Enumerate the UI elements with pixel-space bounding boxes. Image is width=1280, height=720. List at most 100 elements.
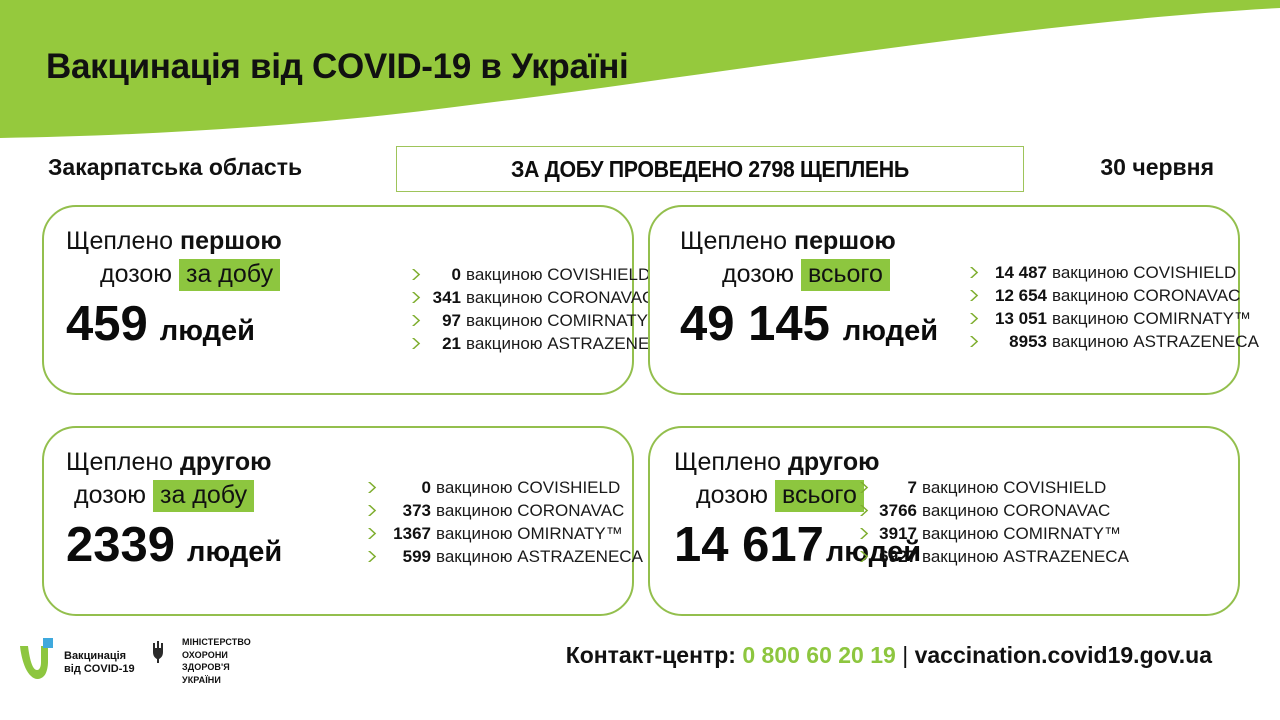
card-headline-line1: Щеплено другою [674, 446, 921, 479]
vaccination-v-icon [16, 638, 62, 684]
ministry-line-4: УКРАЇНИ [182, 674, 221, 685]
vaccine-name: вакциною COMIRNATY™ [922, 524, 1122, 543]
card-headline-line1: Щеплено другою [66, 446, 282, 479]
ministry-logo-text: МІНІСТЕРСТВО ОХОРОНИ ЗДОРОВ'Я УКРАЇНИ [182, 636, 251, 686]
vaccination-logo: Вакцинація від COVID-19 [16, 638, 136, 688]
contact-website-link[interactable]: vaccination.covid19.gov.ua [914, 642, 1212, 668]
vaccine-count: 0 [421, 478, 431, 497]
card-headline-line2: дозою всього [674, 479, 921, 512]
card-value-unit: людей [842, 315, 939, 347]
vaccine-breakdown-list: 14 487 вакциною COVISHIELD 12 654 вакцин… [968, 263, 1259, 355]
card-headline-line2: дозою за добу [66, 258, 282, 291]
card-headline-block: Щеплено другою дозою всього 14 617 людей [674, 446, 921, 572]
list-item: 341 вакциною CORONAVAC [410, 288, 673, 311]
ministry-of-health-logo: МІНІСТЕРСТВО ОХОРОНИ ЗДОРОВ'Я УКРАЇНИ [148, 636, 278, 690]
card-value-unit: людей [187, 536, 283, 568]
list-item: 373 вакциною CORONAVAC [366, 501, 643, 524]
list-item: 0 вакциною COVISHIELD [410, 265, 673, 288]
list-item: 3917 вакциною COMIRNATY™ [858, 524, 1129, 547]
list-item: 12 654 вакциною CORONAVAC [968, 286, 1259, 309]
headline-bold: другою [788, 448, 880, 476]
chevron-right-icon [968, 312, 983, 325]
vaccine-count: 1367 [393, 524, 431, 543]
vaccination-logo-text: Вакцинація від COVID-19 [64, 650, 135, 676]
vaccine-name: вакциною CORONAVAC [1052, 286, 1241, 305]
contact-separator: | [902, 642, 909, 668]
stat-card-first-dose-daily: Щеплено першою дозою за добу 459 людей 0… [42, 205, 673, 395]
ministry-divider [174, 638, 177, 684]
ministry-line-1: МІНІСТЕРСТВО [182, 637, 251, 647]
headline-highlight: всього [801, 259, 890, 291]
chevron-right-icon [366, 527, 381, 540]
vaccine-name: вакциною CORONAVAC [436, 501, 625, 520]
headline-line2-prefix: дозою [100, 260, 179, 288]
vaccine-name: вакциною CORONAVAC [466, 288, 655, 307]
card-value-row: 459 людей [66, 297, 282, 351]
chevron-right-icon [858, 481, 873, 494]
vaccine-count: 8953 [1009, 332, 1047, 351]
headline-bold: першою [794, 227, 896, 255]
card-headline-line1: Щеплено першою [680, 225, 938, 258]
ministry-line-2: ОХОРОНИ [182, 649, 228, 660]
card-headline-line2: дозою за добу [66, 479, 282, 512]
chevron-right-icon [968, 266, 983, 279]
contact-center-label: Контакт-центр: [565, 642, 736, 668]
vaccination-logo-line1: Вакцинація [64, 650, 127, 662]
vaccine-name: вакциною COMIRNATY™ [466, 311, 666, 330]
vaccine-name: вакциною COVISHIELD [1052, 263, 1237, 282]
chevron-right-icon [410, 268, 425, 281]
vaccine-count: 3766 [879, 501, 917, 520]
vaccine-breakdown-list: 7 вакциною COVISHIELD 3766 вакциною CORO… [858, 478, 1129, 570]
headline-highlight: за добу [179, 259, 281, 291]
vaccine-name: вакциною OMIRNATY™ [436, 524, 623, 543]
vaccine-name: вакциною ASTRAZENECA [1052, 332, 1259, 351]
card-headline-block: Щеплено другою дозою за добу 2339 людей [66, 446, 282, 572]
list-item: 0 вакциною COVISHIELD [366, 478, 643, 501]
card-value: 14 617 [674, 518, 824, 572]
vaccine-count: 6927 [879, 547, 917, 566]
list-item: 6927 вакциною ASTRAZENECA [858, 547, 1129, 570]
vaccine-count: 0 [451, 265, 461, 284]
stat-cards-grid: Щеплено першою дозою за добу 459 людей 0… [0, 205, 1280, 617]
chevron-right-icon [366, 504, 381, 517]
vaccine-name: вакциною ASTRAZENECA [466, 334, 673, 353]
vaccine-name: вакциною ASTRAZENECA [922, 547, 1129, 566]
headline-line2-prefix: дозою [696, 481, 775, 509]
vaccination-logo-line2: від COVID-19 [64, 663, 135, 675]
contact-phone-number[interactable]: 0 800 60 20 19 [742, 642, 896, 668]
list-item: 7 вакциною COVISHIELD [858, 478, 1129, 501]
vaccine-name: вакциною COMIRNATY™ [1052, 309, 1252, 328]
list-item: 1367 вакциною OMIRNATY™ [366, 524, 643, 547]
vaccine-breakdown-list: 0 вакциною COVISHIELD 373 вакциною CORON… [366, 478, 643, 570]
headline-highlight: всього [775, 480, 864, 512]
vaccine-breakdown-list: 0 вакциною COVISHIELD 341 вакциною CORON… [410, 265, 673, 357]
vaccine-count: 373 [402, 501, 431, 520]
trident-icon [148, 640, 168, 664]
contact-center-info: Контакт-центр: 0 800 60 20 19 | vaccinat… [566, 642, 1212, 669]
card-value-row: 14 617 людей [674, 518, 921, 572]
card-headline-block: Щеплено першою дозою всього 49 145 людей [680, 225, 938, 351]
vaccine-name: вакциною COVISHIELD [922, 478, 1107, 497]
headline-prefix: Щеплено [674, 448, 789, 476]
vaccine-count: 13 051 [995, 309, 1047, 328]
vaccine-count: 12 654 [995, 286, 1047, 305]
daily-total-banner: ЗА ДОБУ ПРОВЕДЕНО 2798 ЩЕПЛЕНЬ [396, 146, 1024, 192]
stat-card-second-dose-daily: Щеплено другою дозою за добу 2339 людей … [42, 426, 643, 616]
date-label: 30 червня [1100, 154, 1214, 180]
vaccine-count: 7 [907, 478, 917, 497]
card-value-unit: людей [825, 536, 922, 568]
chevron-right-icon [858, 527, 873, 540]
card-value-row: 2339 людей [66, 518, 282, 572]
list-item: 21 вакциною ASTRAZENECA [410, 334, 673, 357]
vaccine-count: 97 [442, 311, 461, 330]
list-item: 599 вакциною ASTRAZENECA [366, 547, 643, 570]
vaccine-count: 14 487 [995, 263, 1047, 282]
card-headline-line2: дозою всього [680, 258, 938, 291]
chevron-right-icon [410, 314, 425, 327]
chevron-right-icon [410, 337, 425, 350]
headline-line2-prefix: дозою [74, 481, 153, 509]
subheader-row: Закарпатська область ЗА ДОБУ ПРОВЕДЕНО 2… [0, 146, 1280, 198]
headline-bold: першою [180, 227, 282, 255]
vaccine-count: 599 [402, 547, 431, 566]
